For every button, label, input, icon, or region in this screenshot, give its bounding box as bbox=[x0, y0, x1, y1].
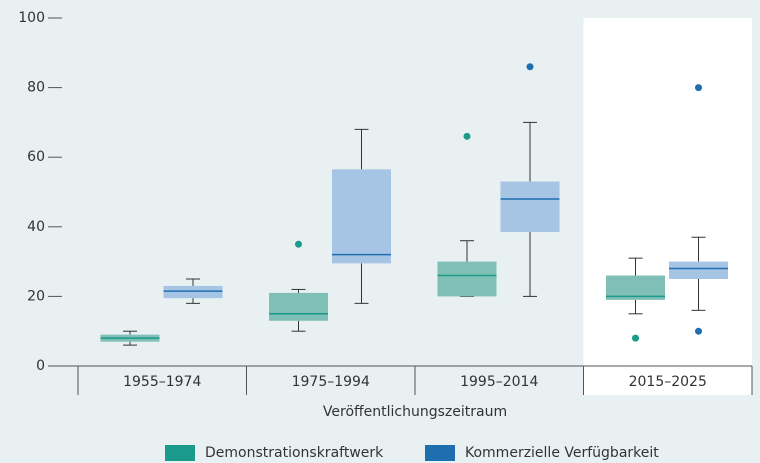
outlier bbox=[526, 63, 534, 71]
y-tick-label: 0 bbox=[36, 358, 45, 374]
x-tick-label: 1955–1974 bbox=[123, 374, 201, 390]
box bbox=[437, 261, 497, 297]
box bbox=[163, 285, 223, 299]
legend-swatch bbox=[165, 445, 195, 461]
y-tick-label: 20 bbox=[27, 288, 45, 304]
x-tick-label: 1975–1994 bbox=[292, 374, 370, 390]
x-tick-label: 1995–2014 bbox=[460, 374, 538, 390]
x-axis-label: Veröffentlichungszeitraum bbox=[323, 404, 507, 420]
outlier bbox=[695, 84, 702, 92]
outlier bbox=[695, 327, 702, 335]
box bbox=[500, 181, 560, 233]
y-tick-label: 80 bbox=[27, 80, 45, 96]
box bbox=[669, 261, 728, 279]
outlier bbox=[463, 132, 471, 140]
legend-label: Kommerzielle Verfügbarkeit bbox=[465, 445, 659, 461]
y-tick-label: 100 bbox=[18, 10, 45, 26]
highlight-band bbox=[583, 18, 752, 395]
box bbox=[269, 292, 328, 321]
legend-swatch bbox=[425, 445, 455, 461]
outlier bbox=[295, 240, 302, 248]
y-tick-label: 40 bbox=[27, 219, 45, 235]
y-tick-label: 60 bbox=[27, 149, 45, 165]
box bbox=[332, 169, 391, 264]
x-tick-label: 2015–2025 bbox=[629, 374, 707, 390]
outlier bbox=[632, 334, 639, 342]
legend-label: Demonstrationskraftwerk bbox=[205, 445, 384, 461]
